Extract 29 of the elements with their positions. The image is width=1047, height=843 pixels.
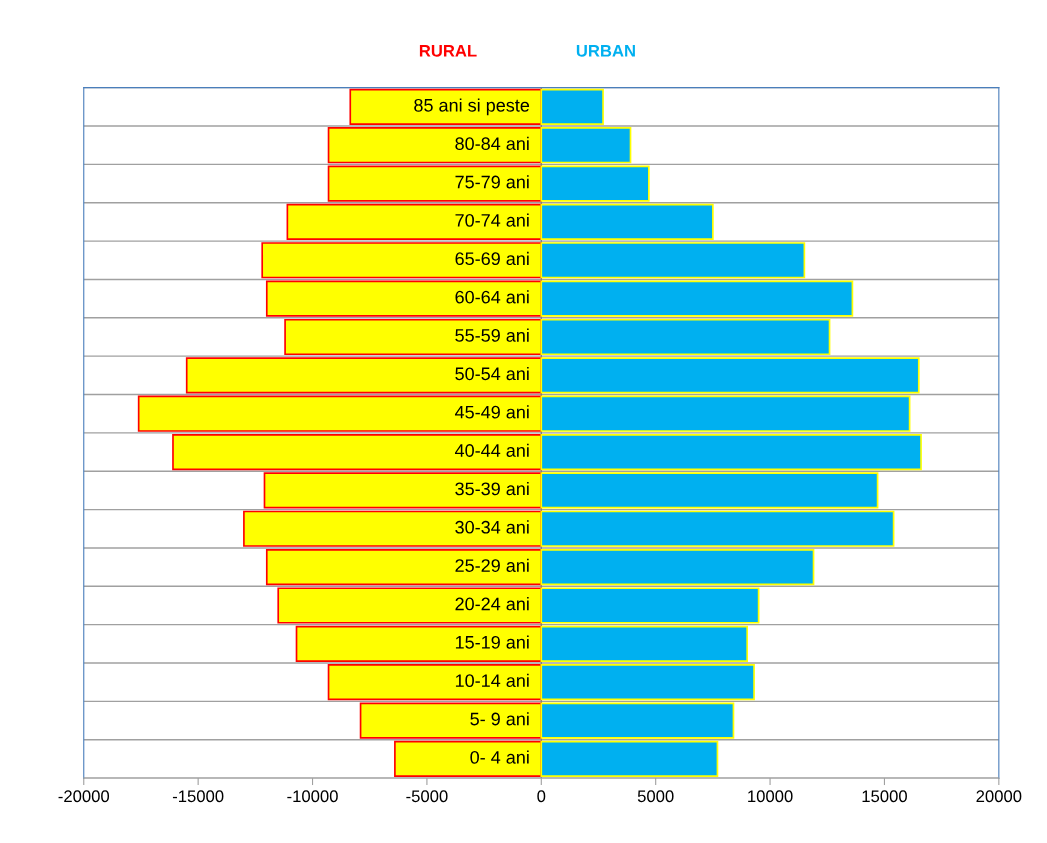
- y-tick-label: 65-69 ani: [455, 251, 529, 266]
- series-label: RURAL: [419, 45, 477, 57]
- y-tick-label: 60-64 ani: [455, 290, 529, 304]
- y-tick-label: 55-59 ani: [455, 328, 529, 342]
- y-tick-label: 30-34 ani: [455, 520, 529, 534]
- y-tick-label: 0- 4 ani: [470, 750, 529, 764]
- y-tick-label: 10-14 ani: [455, 673, 529, 688]
- series-label: URBAN: [576, 45, 635, 57]
- y-tick-label: 5- 9 ani: [470, 712, 529, 726]
- y-tick-label: 40-44 ani: [454, 443, 529, 457]
- y-tick-label: 20-24 ani: [455, 597, 529, 611]
- y-tick-label: 75-79 ani: [455, 175, 529, 189]
- y-tick-label: 45-49 ani: [454, 405, 529, 419]
- y-tick-label: 35-39 ani: [455, 482, 529, 496]
- x-tick-label: 10000: [748, 790, 793, 803]
- y-tick-label: 25-29 ani: [455, 558, 529, 572]
- y-tick-label: 85 ani si peste: [414, 98, 530, 116]
- y-tick-label: 50-54 ani: [455, 366, 529, 381]
- x-tick-label: 5000: [637, 790, 674, 803]
- x-tick-label: -10000: [287, 790, 338, 803]
- x-tick-label: -5000: [406, 790, 448, 803]
- x-tick-label: -20000: [58, 790, 110, 803]
- y-tick-label: 15-19 ani: [455, 635, 529, 649]
- x-tick-label: -15000: [172, 790, 224, 803]
- x-tick-label: 15000: [862, 790, 907, 803]
- y-tick-label: 80-84 ani: [455, 136, 529, 151]
- x-tick-label: 0: [537, 790, 546, 803]
- y-tick-label: 70-74 ani: [455, 213, 529, 227]
- x-tick-label: 20000: [976, 790, 1022, 803]
